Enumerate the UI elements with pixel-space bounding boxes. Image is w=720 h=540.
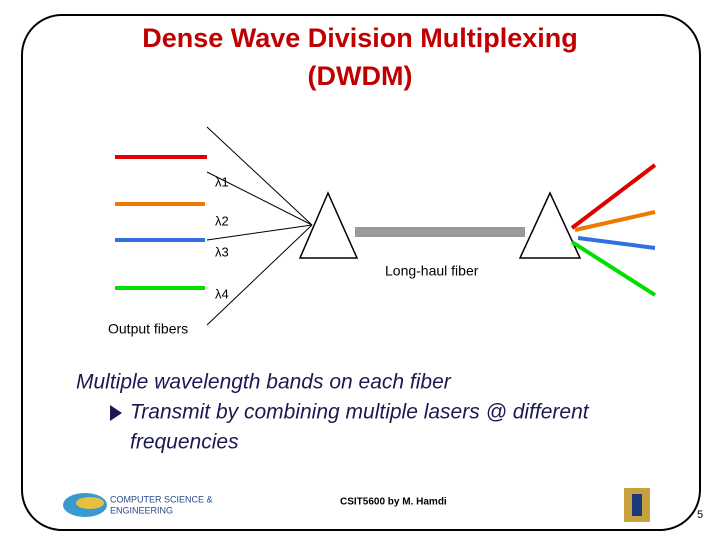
output-red <box>570 163 657 230</box>
wavelength-label: λ1 <box>215 174 229 189</box>
title-line: Dense Wave Division Multiplexing <box>142 23 578 53</box>
bullet: Multiple wavelength bands on each fiber <box>76 371 452 394</box>
logo: COMPUTER SCIENCE & ENGINEERING <box>63 493 213 517</box>
prism <box>518 191 582 259</box>
title-line: (DWDM) <box>308 61 413 91</box>
footer-credit: CSIT5600 by M. Hamdi <box>340 497 447 508</box>
wavelength-label: λ2 <box>215 213 229 228</box>
beam <box>206 171 313 226</box>
output-green <box>570 240 657 297</box>
converging-lines <box>206 126 313 326</box>
sub-bullet: frequencies <box>130 431 239 454</box>
beam <box>206 224 313 326</box>
input-lasers <box>115 155 207 290</box>
fiber-label: Long-haul fiber <box>385 263 479 279</box>
university-logo <box>624 488 650 522</box>
prism <box>298 191 359 259</box>
beam <box>206 224 313 241</box>
sub-bullet: Transmit by combining multiple lasers @ … <box>130 401 590 424</box>
beam <box>206 126 313 226</box>
wavelength-labels: λ1 λ2 λ3 λ4 <box>215 174 229 301</box>
fiber <box>355 227 525 237</box>
page-number: 5 <box>697 509 703 521</box>
wavelength-label: λ3 <box>215 244 229 259</box>
logo-shield <box>632 494 642 516</box>
slide-border <box>21 14 701 531</box>
logo-text: ENGINEERING <box>110 505 173 515</box>
output-label: Output fibers <box>108 321 188 337</box>
logo-mark <box>76 497 104 509</box>
bullet-arrow <box>110 405 122 421</box>
logo-text: COMPUTER SCIENCE & <box>110 494 213 504</box>
output-orange <box>574 210 656 232</box>
output-lines <box>570 163 657 297</box>
wavelength-label: λ4 <box>215 286 229 301</box>
output-blue <box>577 236 656 250</box>
